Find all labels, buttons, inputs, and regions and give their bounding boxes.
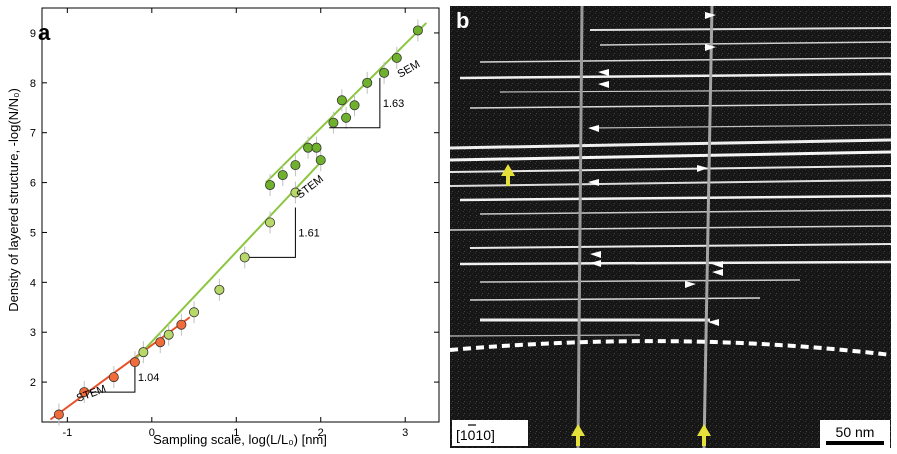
y-tick-label: 7 — [30, 128, 36, 140]
data-point — [53, 409, 64, 420]
data-point — [362, 77, 373, 88]
data-point — [315, 155, 326, 166]
data-points — [53, 25, 423, 420]
x-tick-label: -1 — [62, 427, 72, 439]
yellow-arrows — [501, 164, 711, 446]
data-point — [265, 217, 276, 228]
dislocation-line-left — [576, 5, 584, 449]
y-tick-label: 3 — [30, 327, 36, 339]
scale-bar-label: 50 nm — [836, 424, 875, 440]
direction-label-box — [452, 420, 528, 446]
data-point — [277, 170, 288, 181]
y-tick-label: 2 — [30, 377, 36, 389]
data-point — [412, 25, 423, 36]
slope-label: 1.61 — [298, 227, 319, 239]
direction-label: [1010] — [456, 427, 495, 443]
y-tick-label: 4 — [30, 277, 36, 289]
data-point — [214, 284, 225, 295]
data-point — [341, 112, 352, 123]
data-point — [311, 142, 322, 153]
slope-triangles: 1.04 1.61 1.63 — [84, 77, 404, 393]
data-point — [176, 319, 187, 330]
data-point — [328, 117, 339, 128]
scale-bar — [826, 441, 884, 445]
y-tick-label: 5 — [30, 227, 36, 239]
data-point — [79, 387, 90, 398]
data-point — [379, 67, 390, 78]
data-point — [155, 337, 166, 348]
x-tick-label: 2 — [318, 427, 324, 439]
data-point — [290, 187, 301, 198]
slope-label: 1.04 — [138, 372, 159, 384]
slope-label: 1.63 — [383, 98, 404, 110]
y-tick-label: 9 — [30, 28, 36, 40]
x-axis-title: Sampling scale, log(L/L₀) [nm] — [153, 432, 327, 447]
data-point — [129, 357, 140, 368]
data-point — [239, 252, 250, 263]
slope-triangle — [84, 362, 136, 393]
y-tick-label: 8 — [30, 78, 36, 90]
slope-triangle — [244, 207, 296, 258]
dislocation-line-right — [702, 5, 714, 449]
plot-frame — [41, 7, 440, 423]
slope-triangle — [329, 77, 381, 129]
x-tick-label: 1 — [233, 427, 239, 439]
interface-dashed-line — [449, 339, 892, 357]
data-point — [391, 52, 402, 63]
data-point — [290, 160, 301, 171]
data-point — [189, 307, 200, 318]
data-point — [138, 347, 149, 358]
x-tick-label: 0 — [149, 427, 155, 439]
series-label-stem-red: STEM — [75, 383, 108, 405]
y-tick-label: 6 — [30, 178, 36, 190]
data-point — [163, 329, 174, 340]
y-axis-title: Density of layered structure, -log(N/N₀) — [6, 88, 21, 312]
data-point — [265, 180, 276, 191]
data-point — [303, 142, 314, 153]
x-tick-label: 3 — [402, 427, 408, 439]
series-label-stem-light: STEM — [294, 173, 325, 201]
micrograph: [1010] 50 nm b — [449, 5, 892, 449]
white-arrowheads — [588, 12, 723, 326]
data-point — [349, 100, 360, 111]
data-point — [108, 372, 119, 383]
axis-ticks: -1 0 1 2 3 2 3 4 5 6 7 8 9 — [30, 8, 439, 439]
layer-streaks — [449, 27, 892, 337]
panel-b-label: b — [456, 8, 469, 33]
data-point — [336, 95, 347, 106]
